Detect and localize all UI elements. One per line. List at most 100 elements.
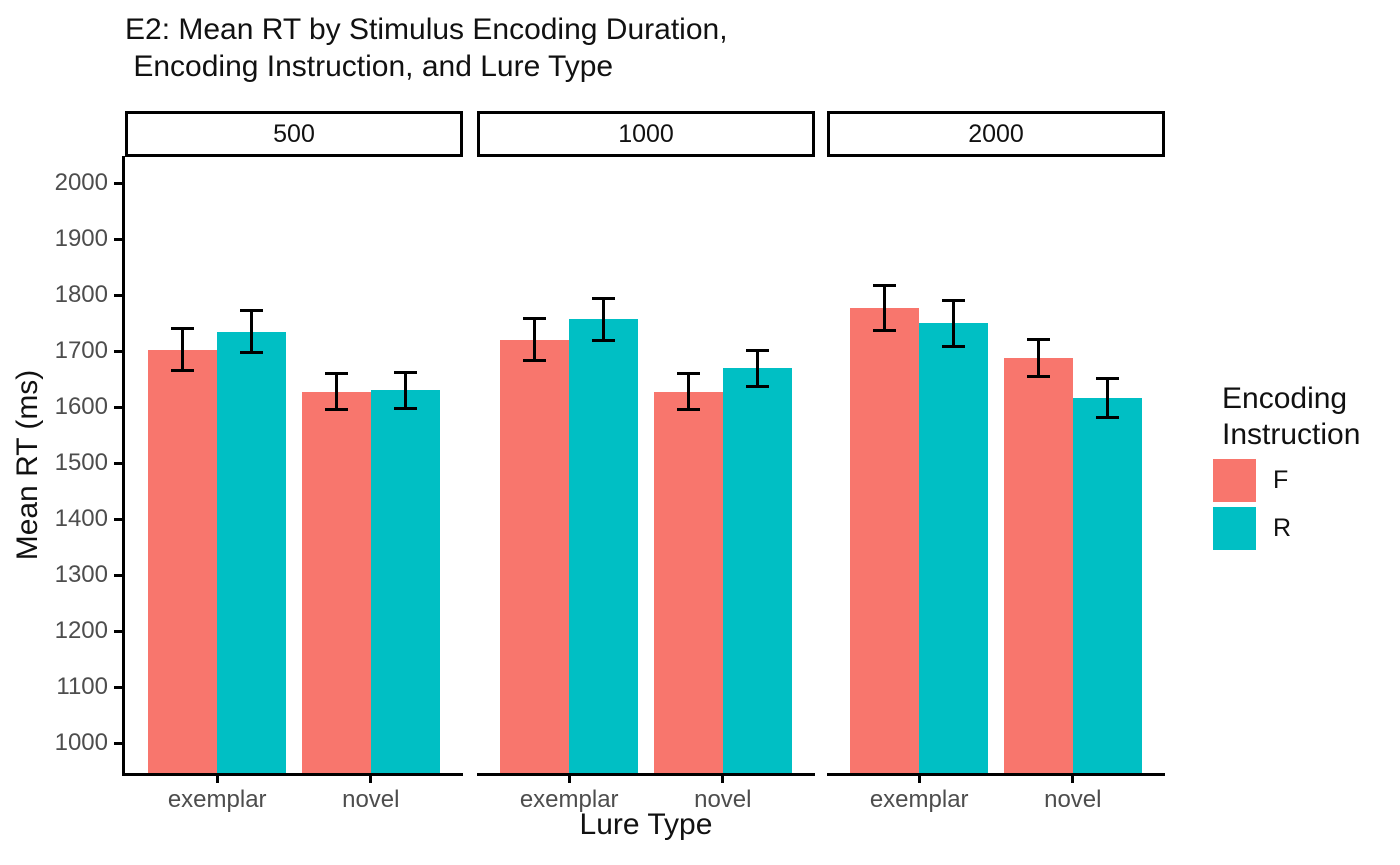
y-tick-label-2000: 2000 bbox=[54, 169, 108, 197]
bar-500-exemplar-R bbox=[217, 331, 287, 773]
legend-title-line1: Encoding bbox=[1222, 382, 1348, 415]
x-tick-label-500-exemplar: exemplar bbox=[167, 786, 267, 813]
x-axis-line-500 bbox=[122, 773, 463, 776]
y-tick-label-1100: 1100 bbox=[56, 673, 108, 701]
errorbar-line-2000-exemplar-F bbox=[883, 285, 887, 331]
errorbar-cap-bottom-1000-exemplar-R bbox=[592, 339, 616, 343]
x-tick-label-2000-exemplar: exemplar bbox=[869, 786, 969, 813]
bar-1000-novel-R bbox=[722, 368, 792, 773]
y-tick-label-1000: 1000 bbox=[54, 729, 108, 757]
bar-2000-exemplar-F bbox=[850, 308, 920, 773]
y-tick-1200 bbox=[114, 629, 122, 633]
y-tick-label-1800: 1800 bbox=[54, 281, 108, 309]
x-tick-label-1000-exemplar: exemplar bbox=[519, 786, 619, 813]
errorbar-line-1000-novel-R bbox=[755, 350, 759, 387]
x-tick-1000-novel bbox=[721, 776, 725, 783]
y-tick-1300 bbox=[114, 573, 122, 577]
errorbar-cap-bottom-2000-novel-F bbox=[1026, 374, 1050, 378]
errorbar-cap-top-1000-novel-F bbox=[676, 372, 700, 376]
y-axis-line bbox=[122, 156, 125, 776]
y-tick-label-1600: 1600 bbox=[54, 393, 108, 421]
errorbar-line-500-exemplar-F bbox=[181, 328, 185, 371]
errorbar-line-500-exemplar-R bbox=[250, 310, 254, 353]
y-tick-1400 bbox=[114, 517, 122, 521]
errorbar-cap-bottom-500-exemplar-F bbox=[171, 369, 195, 373]
panel-2000 bbox=[827, 158, 1165, 773]
errorbar-cap-bottom-500-novel-R bbox=[393, 407, 417, 411]
x-tick-2000-novel bbox=[1071, 776, 1075, 783]
errorbar-line-1000-exemplar-R bbox=[602, 298, 606, 341]
legend-swatch-F bbox=[1213, 459, 1256, 502]
x-tick-label-1000-novel: novel bbox=[694, 786, 752, 813]
x-tick-label-2000-novel: novel bbox=[1044, 786, 1102, 813]
y-tick-1500 bbox=[114, 461, 122, 465]
legend-title-line2: Instruction bbox=[1222, 418, 1361, 451]
errorbar-cap-top-1000-exemplar-R bbox=[592, 296, 616, 300]
errorbar-line-1000-exemplar-F bbox=[533, 318, 537, 361]
errorbar-cap-top-2000-novel-F bbox=[1026, 338, 1050, 341]
facet-strip-500: 500 bbox=[125, 111, 463, 157]
y-tick-2000 bbox=[114, 181, 122, 185]
errorbar-cap-bottom-1000-novel-R bbox=[745, 385, 769, 388]
legend: Encoding Instruction F R bbox=[1213, 381, 1400, 555]
errorbar-cap-bottom-2000-novel-R bbox=[1095, 416, 1119, 420]
y-tick-1800 bbox=[114, 293, 122, 297]
y-tick-1000 bbox=[114, 741, 122, 745]
bar-1000-exemplar-R bbox=[569, 319, 639, 773]
bar-500-novel-R bbox=[370, 390, 440, 773]
y-tick-1700 bbox=[114, 349, 122, 353]
y-tick-1900 bbox=[114, 237, 122, 241]
bar-500-novel-F bbox=[301, 391, 371, 773]
errorbar-cap-bottom-1000-exemplar-F bbox=[523, 358, 547, 362]
errorbar-cap-bottom-2000-exemplar-R bbox=[942, 344, 966, 348]
x-tick-500-exemplar bbox=[215, 776, 219, 783]
y-tick-label-1200: 1200 bbox=[54, 617, 108, 645]
errorbar-line-2000-novel-F bbox=[1036, 339, 1040, 377]
errorbar-cap-top-500-exemplar-F bbox=[171, 326, 195, 330]
legend-title: Encoding Instruction bbox=[1222, 381, 1400, 453]
x-axis-line-1000 bbox=[477, 773, 815, 776]
errorbar-cap-bottom-500-exemplar-R bbox=[240, 350, 264, 354]
legend-item-F: F bbox=[1213, 459, 1400, 502]
x-tick-500-novel bbox=[369, 776, 373, 783]
errorbar-line-500-novel-R bbox=[403, 372, 407, 409]
x-tick-label-500-novel: novel bbox=[342, 786, 400, 813]
x-tick-1000-exemplar bbox=[567, 776, 571, 783]
y-tick-1600 bbox=[114, 405, 122, 409]
y-tick-label-1900: 1900 bbox=[54, 225, 108, 253]
y-tick-label-1400: 1400 bbox=[54, 505, 108, 533]
legend-item-R: R bbox=[1213, 507, 1400, 550]
panel-500 bbox=[125, 158, 463, 773]
y-tick-label-1500: 1500 bbox=[54, 449, 108, 477]
bar-2000-novel-F bbox=[1003, 358, 1073, 773]
errorbar-cap-bottom-1000-novel-F bbox=[676, 408, 700, 411]
legend-swatch-R bbox=[1213, 507, 1256, 550]
bar-1000-novel-F bbox=[653, 391, 723, 773]
y-tick-label-1700: 1700 bbox=[54, 337, 108, 365]
x-axis-line-2000 bbox=[827, 773, 1165, 776]
errorbar-line-1000-novel-F bbox=[686, 373, 690, 410]
bar-2000-novel-R bbox=[1072, 398, 1142, 773]
x-axis-title: Lure Type bbox=[579, 808, 713, 841]
errorbar-cap-top-500-exemplar-R bbox=[240, 309, 264, 313]
legend-label-F: F bbox=[1273, 466, 1289, 494]
chart-title: E2: Mean RT by Stimulus Encoding Duratio… bbox=[125, 11, 728, 85]
errorbar-cap-top-1000-novel-R bbox=[745, 349, 769, 353]
chart-title-line1: E2: Mean RT by Stimulus Encoding Duratio… bbox=[125, 13, 728, 46]
errorbar-line-500-novel-F bbox=[334, 373, 338, 410]
errorbar-cap-top-2000-exemplar-F bbox=[873, 284, 897, 288]
errorbar-line-2000-exemplar-R bbox=[952, 300, 956, 347]
errorbar-cap-bottom-2000-exemplar-F bbox=[873, 329, 897, 332]
bar-500-exemplar-F bbox=[148, 349, 218, 773]
errorbar-cap-bottom-500-novel-F bbox=[324, 408, 348, 411]
errorbar-cap-top-2000-exemplar-R bbox=[942, 298, 966, 302]
panel-1000 bbox=[477, 158, 815, 773]
legend-label-R: R bbox=[1273, 514, 1292, 542]
facet-strip-1000: 1000 bbox=[477, 111, 815, 157]
chart-title-line2: Encoding Instruction, and Lure Type bbox=[125, 50, 614, 83]
errorbar-line-2000-novel-R bbox=[1105, 378, 1109, 418]
errorbar-cap-top-1000-exemplar-F bbox=[523, 316, 547, 320]
errorbar-cap-top-2000-novel-R bbox=[1095, 377, 1119, 381]
bar-1000-exemplar-F bbox=[500, 339, 570, 773]
